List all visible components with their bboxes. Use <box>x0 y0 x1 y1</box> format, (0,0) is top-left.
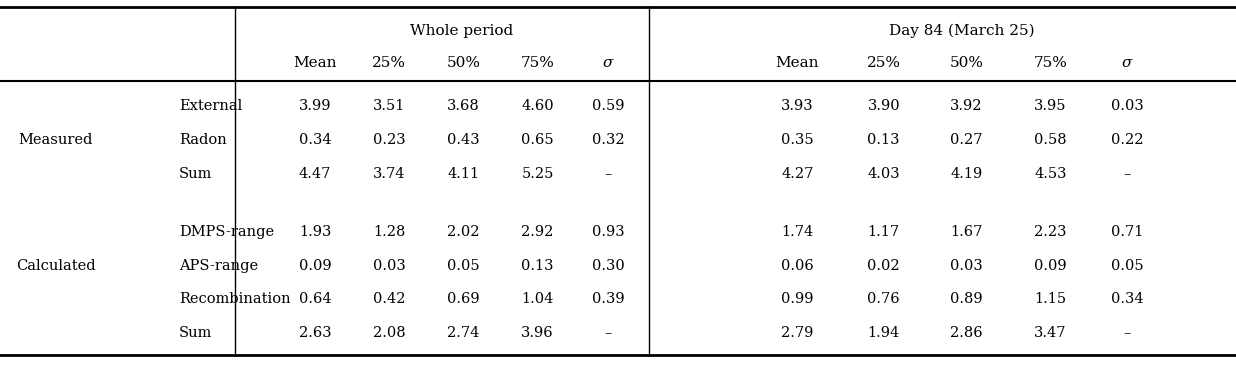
Text: APS-range: APS-range <box>179 259 258 273</box>
Text: Calculated: Calculated <box>16 259 95 273</box>
Text: 0.34: 0.34 <box>299 133 331 147</box>
Text: 3.96: 3.96 <box>522 326 554 340</box>
Text: 2.08: 2.08 <box>373 326 405 340</box>
Text: σ: σ <box>1122 56 1132 70</box>
Text: Measured: Measured <box>19 133 93 147</box>
Text: 0.09: 0.09 <box>1035 259 1067 273</box>
Text: 3.99: 3.99 <box>299 99 331 113</box>
Text: 4.11: 4.11 <box>447 167 480 181</box>
Text: DMPS-range: DMPS-range <box>179 225 274 239</box>
Text: 0.89: 0.89 <box>950 293 983 307</box>
Text: 1.94: 1.94 <box>868 326 900 340</box>
Text: 75%: 75% <box>520 56 555 70</box>
Text: 1.04: 1.04 <box>522 293 554 307</box>
Text: 2.79: 2.79 <box>781 326 813 340</box>
Text: External: External <box>179 99 242 113</box>
Text: 2.92: 2.92 <box>522 225 554 239</box>
Text: Whole period: Whole period <box>410 24 513 38</box>
Text: 0.02: 0.02 <box>868 259 900 273</box>
Text: 2.86: 2.86 <box>950 326 983 340</box>
Text: 50%: 50% <box>949 56 984 70</box>
Text: 0.58: 0.58 <box>1035 133 1067 147</box>
Text: 0.64: 0.64 <box>299 293 331 307</box>
Text: Sum: Sum <box>179 167 213 181</box>
Text: Sum: Sum <box>179 326 213 340</box>
Text: –: – <box>604 167 612 181</box>
Text: 5.25: 5.25 <box>522 167 554 181</box>
Text: 3.68: 3.68 <box>447 99 480 113</box>
Text: Recombination: Recombination <box>179 293 290 307</box>
Text: 0.30: 0.30 <box>592 259 624 273</box>
Text: 4.60: 4.60 <box>522 99 554 113</box>
Text: 75%: 75% <box>1033 56 1068 70</box>
Text: 0.06: 0.06 <box>781 259 813 273</box>
Text: 0.43: 0.43 <box>447 133 480 147</box>
Text: Mean: Mean <box>293 56 337 70</box>
Text: 25%: 25% <box>372 56 407 70</box>
Text: 0.03: 0.03 <box>950 259 983 273</box>
Text: 3.95: 3.95 <box>1035 99 1067 113</box>
Text: 0.69: 0.69 <box>447 293 480 307</box>
Text: 0.23: 0.23 <box>373 133 405 147</box>
Text: σ: σ <box>603 56 613 70</box>
Text: 3.90: 3.90 <box>868 99 900 113</box>
Text: 0.42: 0.42 <box>373 293 405 307</box>
Text: 4.19: 4.19 <box>950 167 983 181</box>
Text: 50%: 50% <box>446 56 481 70</box>
Text: 0.71: 0.71 <box>1111 225 1143 239</box>
Text: 25%: 25% <box>866 56 901 70</box>
Text: 3.92: 3.92 <box>950 99 983 113</box>
Text: 0.35: 0.35 <box>781 133 813 147</box>
Text: 0.59: 0.59 <box>592 99 624 113</box>
Text: 0.34: 0.34 <box>1111 293 1143 307</box>
Text: 2.23: 2.23 <box>1035 225 1067 239</box>
Text: 1.17: 1.17 <box>868 225 900 239</box>
Text: 1.67: 1.67 <box>950 225 983 239</box>
Text: 4.53: 4.53 <box>1035 167 1067 181</box>
Text: Radon: Radon <box>179 133 227 147</box>
Text: –: – <box>1124 326 1131 340</box>
Text: 0.32: 0.32 <box>592 133 624 147</box>
Text: 4.03: 4.03 <box>868 167 900 181</box>
Text: 0.22: 0.22 <box>1111 133 1143 147</box>
Text: 0.27: 0.27 <box>950 133 983 147</box>
Text: 4.27: 4.27 <box>781 167 813 181</box>
Text: 2.02: 2.02 <box>447 225 480 239</box>
Text: 3.47: 3.47 <box>1035 326 1067 340</box>
Text: –: – <box>604 326 612 340</box>
Text: 0.93: 0.93 <box>592 225 624 239</box>
Text: 1.28: 1.28 <box>373 225 405 239</box>
Text: 0.65: 0.65 <box>522 133 554 147</box>
Text: 1.15: 1.15 <box>1035 293 1067 307</box>
Text: Mean: Mean <box>775 56 819 70</box>
Text: 4.47: 4.47 <box>299 167 331 181</box>
Text: 0.13: 0.13 <box>868 133 900 147</box>
Text: 2.74: 2.74 <box>447 326 480 340</box>
Text: 3.51: 3.51 <box>373 99 405 113</box>
Text: 0.76: 0.76 <box>868 293 900 307</box>
Text: 0.13: 0.13 <box>522 259 554 273</box>
Text: 0.03: 0.03 <box>373 259 405 273</box>
Text: 0.39: 0.39 <box>592 293 624 307</box>
Text: 3.93: 3.93 <box>781 99 813 113</box>
Text: 0.03: 0.03 <box>1111 99 1143 113</box>
Text: 1.93: 1.93 <box>299 225 331 239</box>
Text: –: – <box>1124 167 1131 181</box>
Text: 0.05: 0.05 <box>447 259 480 273</box>
Text: 3.74: 3.74 <box>373 167 405 181</box>
Text: 0.99: 0.99 <box>781 293 813 307</box>
Text: 2.63: 2.63 <box>299 326 331 340</box>
Text: 0.09: 0.09 <box>299 259 331 273</box>
Text: Day 84 (March 25): Day 84 (March 25) <box>890 24 1035 39</box>
Text: 0.05: 0.05 <box>1111 259 1143 273</box>
Text: 1.74: 1.74 <box>781 225 813 239</box>
